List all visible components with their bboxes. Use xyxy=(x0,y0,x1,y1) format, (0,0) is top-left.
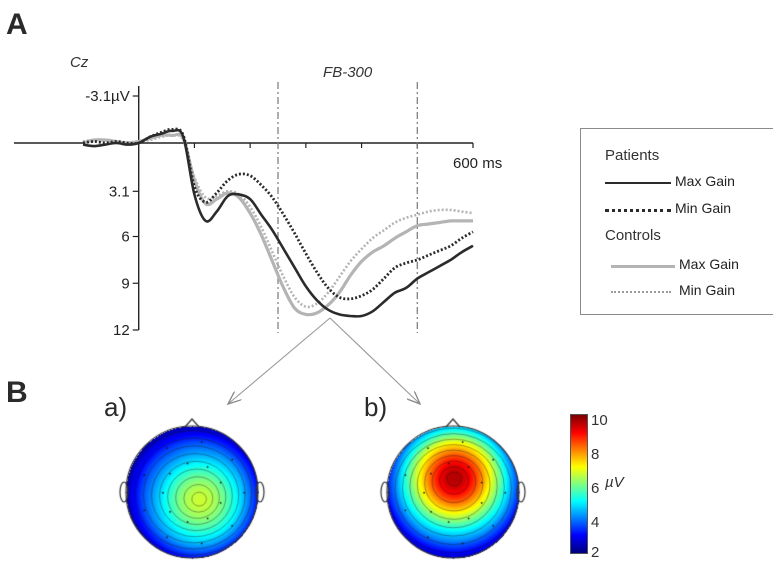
colorbar-unit: µV xyxy=(605,474,624,491)
arrow-to-topomap-a xyxy=(228,317,331,404)
legend-line-controls-min xyxy=(611,291,671,293)
panel-label-a: A xyxy=(6,8,28,41)
electrode-label: Cz xyxy=(70,54,89,71)
y-tick-label: 3.1 xyxy=(109,183,130,200)
x-axis-end-label: 600 ms xyxy=(453,155,502,172)
colorbar-tick-10: 10 xyxy=(591,412,608,429)
legend-line-patients-min xyxy=(605,209,671,212)
panel-label-b: B xyxy=(6,376,28,409)
colorbar-tick-2: 2 xyxy=(591,544,600,561)
legend-group-controls: Controls xyxy=(605,227,661,244)
legend-line-patients-max xyxy=(605,182,671,184)
y-tick-label: 12 xyxy=(113,322,130,339)
legend-line-controls-max xyxy=(611,265,675,268)
legend: Patients Max Gain Min Gain Controls Max … xyxy=(580,128,773,315)
y-tick-label: -3.1µV xyxy=(85,88,130,105)
legend-label-controls-max: Max Gain xyxy=(679,256,739,272)
topomap-a xyxy=(117,414,267,564)
series-line-controls-min-gain xyxy=(82,133,474,309)
legend-label-patients-max: Max Gain xyxy=(675,173,735,189)
colorbar xyxy=(570,414,588,554)
series-line-patients-max-gain xyxy=(82,128,474,318)
y-tick-label: 6 xyxy=(121,229,129,246)
series-line-patients-min-gain xyxy=(82,127,474,301)
legend-label-controls-min: Min Gain xyxy=(679,282,736,298)
colorbar-tick-8: 8 xyxy=(591,446,600,463)
y-tick-label: 9 xyxy=(121,275,129,292)
colorbar-tick-6: 6 xyxy=(591,480,600,497)
topomap-b xyxy=(378,414,528,564)
arrow-to-topomap-b xyxy=(329,317,420,404)
legend-label-patients-min: Min Gain xyxy=(675,200,732,216)
window-label: FB-300 xyxy=(323,64,373,81)
legend-group-patients: Patients xyxy=(605,147,660,164)
colorbar-tick-4: 4 xyxy=(591,514,600,531)
